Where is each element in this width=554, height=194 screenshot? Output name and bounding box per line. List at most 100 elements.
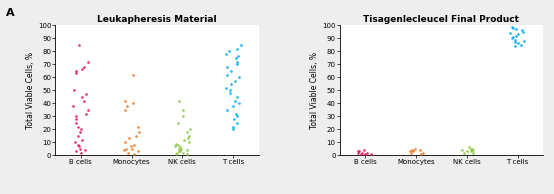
Point — [405, 150, 414, 153]
Point — [231, 99, 240, 102]
Point — [71, 69, 80, 72]
Point — [72, 115, 81, 118]
Point — [74, 145, 83, 148]
Point — [178, 151, 187, 154]
Point — [80, 99, 89, 102]
Point — [463, 150, 472, 153]
Point — [234, 102, 243, 105]
Point — [120, 148, 129, 152]
Point — [122, 104, 131, 107]
Point — [233, 121, 242, 124]
Point — [511, 44, 520, 48]
Point — [519, 30, 527, 33]
Point — [121, 147, 130, 150]
Point — [234, 76, 243, 79]
Point — [234, 55, 243, 58]
Point — [468, 148, 477, 152]
Point — [71, 72, 80, 75]
Point — [71, 117, 80, 120]
Point — [229, 125, 238, 128]
Point — [507, 25, 516, 28]
Point — [468, 151, 477, 154]
Point — [223, 73, 232, 76]
Point — [134, 150, 142, 153]
Point — [173, 121, 182, 124]
Point — [507, 37, 516, 40]
Point — [221, 52, 230, 55]
Point — [520, 39, 529, 42]
Point — [134, 130, 143, 133]
Point — [363, 151, 372, 154]
Point — [233, 47, 242, 50]
Point — [416, 148, 424, 152]
Point — [185, 128, 194, 131]
Title: Leukapheresis Material: Leukapheresis Material — [97, 16, 217, 24]
Point — [178, 115, 187, 118]
Point — [459, 151, 468, 154]
Point — [513, 33, 522, 36]
Point — [232, 112, 241, 115]
Point — [467, 147, 476, 150]
Point — [72, 150, 81, 153]
Point — [78, 138, 87, 141]
Point — [357, 152, 366, 155]
Point — [506, 31, 515, 35]
Point — [73, 134, 82, 137]
Point — [124, 151, 132, 154]
Point — [226, 89, 235, 92]
Point — [81, 112, 90, 115]
Point — [178, 108, 187, 111]
Point — [120, 99, 129, 102]
Point — [73, 125, 82, 128]
Point — [182, 130, 191, 133]
Point — [355, 150, 363, 153]
Point — [510, 41, 519, 44]
Point — [76, 151, 85, 154]
Point — [82, 93, 91, 96]
Text: A: A — [6, 8, 14, 18]
Point — [233, 115, 242, 118]
Point — [83, 60, 92, 63]
Point — [173, 143, 182, 146]
Point — [73, 143, 82, 146]
Point — [407, 151, 416, 154]
Point — [360, 148, 368, 152]
Y-axis label: Total Viable Cells, %: Total Viable Cells, % — [310, 52, 319, 129]
Point — [126, 145, 135, 148]
Point — [74, 43, 83, 46]
Point — [69, 104, 78, 107]
Point — [76, 147, 85, 150]
Point — [175, 99, 184, 102]
Point — [130, 152, 138, 155]
Point — [458, 148, 466, 152]
Point — [512, 34, 521, 37]
Point — [467, 150, 476, 153]
Point — [129, 102, 137, 105]
Point — [183, 148, 192, 152]
Point — [175, 147, 183, 150]
Point — [353, 150, 362, 153]
Point — [222, 86, 231, 89]
Point — [227, 69, 235, 72]
Point — [80, 65, 89, 68]
Point — [124, 137, 133, 140]
Point — [223, 108, 232, 111]
Point — [511, 38, 520, 41]
Point — [171, 145, 180, 148]
Point — [408, 150, 417, 153]
Point — [130, 143, 139, 146]
Point — [418, 151, 427, 154]
Point — [171, 152, 180, 155]
Point — [224, 50, 233, 53]
Point — [464, 146, 473, 149]
Point — [134, 125, 143, 128]
Point — [179, 138, 188, 141]
Point — [70, 89, 79, 92]
Point — [367, 152, 376, 155]
Point — [184, 141, 193, 144]
Point — [358, 151, 367, 154]
Point — [416, 152, 425, 155]
Point — [514, 42, 522, 45]
Point — [121, 108, 130, 111]
Point — [226, 82, 235, 85]
